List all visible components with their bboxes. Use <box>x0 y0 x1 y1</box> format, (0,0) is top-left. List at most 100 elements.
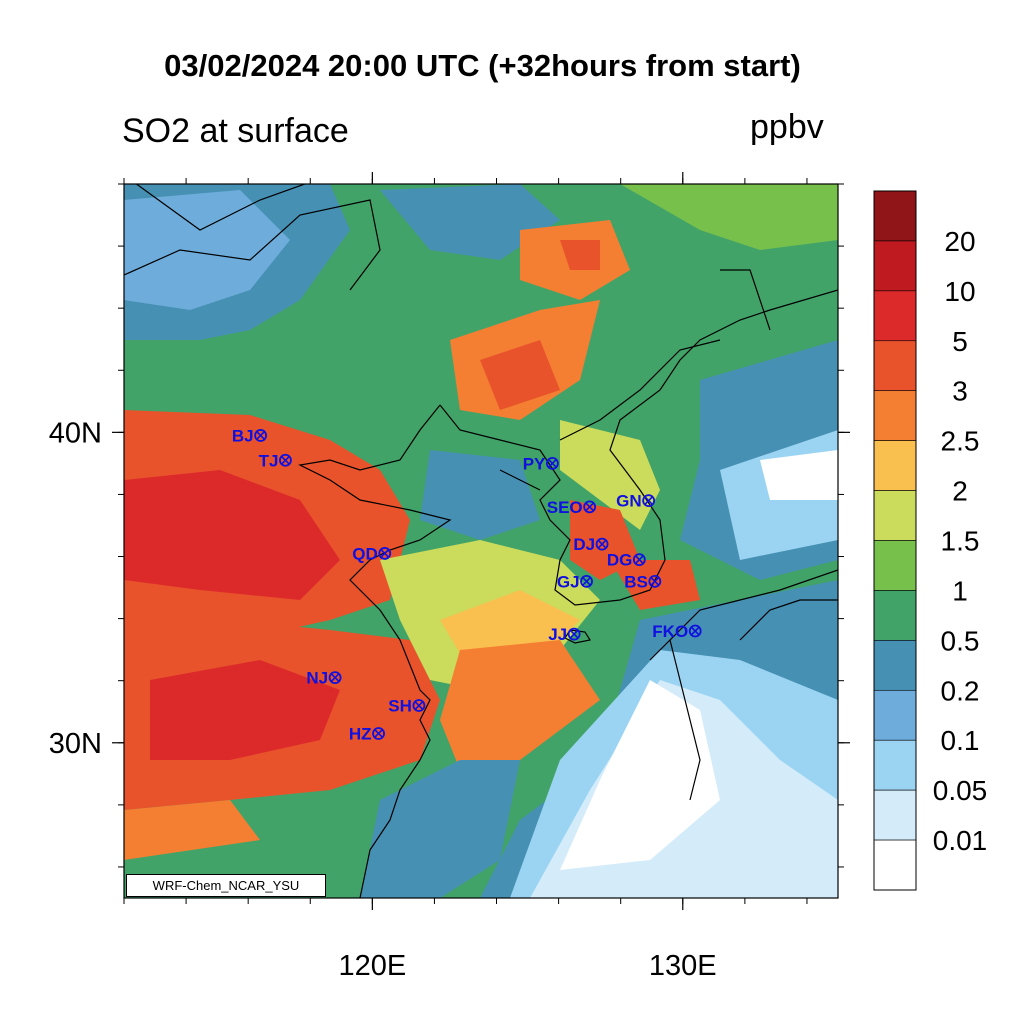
city-marker-tj: TJ <box>259 451 292 470</box>
city-markers: BJ TJ QD NJ SH HZ PY SEO GN DJ DG GJ BS JJ FKO <box>232 426 702 743</box>
coast-japan-west <box>669 639 701 801</box>
colorbar-label: 2 <box>952 476 968 507</box>
colorbar-segment <box>873 240 917 292</box>
model-credit: WRF-Chem_NCAR_YSU <box>126 874 326 897</box>
city-marker-sh: SH <box>388 697 426 716</box>
city-marker-seo: SEO <box>547 498 597 517</box>
colorbar-segment <box>873 789 917 841</box>
axis-labels: 120E 130E 40N 30N <box>49 417 717 982</box>
colorbar-label: 1.5 <box>941 526 980 557</box>
coast-china <box>298 404 452 898</box>
coast-japan-kyushu <box>649 569 838 661</box>
border-nk-china <box>559 339 721 441</box>
concentration-field: BJ TJ QD NJ SH HZ PY SEO GN DJ DG GJ BS JJ FKO <box>124 184 838 898</box>
city-label: DG <box>607 551 633 570</box>
city-label: BJ <box>232 426 254 445</box>
city-marker-py: PY <box>523 454 559 473</box>
field-south-orange <box>124 800 260 860</box>
city-marker-dg: DG <box>607 551 646 570</box>
city-label: NJ <box>306 669 328 688</box>
colorbar-label: 0.5 <box>941 625 980 656</box>
city-marker-bs: BS <box>624 572 662 591</box>
field-ecs-blue <box>360 760 520 898</box>
field-manchuria-red <box>560 240 600 270</box>
city-label: HZ <box>349 724 372 743</box>
city-marker-gj: GJ <box>557 572 593 591</box>
city-label: FKO <box>652 622 688 641</box>
colorbar-label: 20 <box>944 226 975 257</box>
city-marker-hz: HZ <box>349 724 385 743</box>
city-marker-gn: GN <box>616 492 656 511</box>
field-busan-red <box>610 560 700 610</box>
city-marker-qd: QD <box>352 544 392 563</box>
colorbar-segment <box>873 440 917 491</box>
city-marker-jj: JJ <box>548 625 581 644</box>
colorbar-segment <box>873 290 917 342</box>
border-mongolia <box>124 199 381 291</box>
coast-nk-west <box>499 469 541 491</box>
city-label: SEO <box>547 498 583 517</box>
coast-korea <box>439 289 838 606</box>
axis-ticks <box>112 172 850 910</box>
city-marker-fko: FKO <box>652 622 702 641</box>
colorbar-label: 0.01 <box>933 825 988 856</box>
city-label: JJ <box>548 625 567 644</box>
x-axis-label: 130E <box>649 950 717 982</box>
colorbar-label: 5 <box>952 326 968 357</box>
field-eastsea-white <box>760 450 838 500</box>
colorbar-segment <box>873 590 917 641</box>
colorbar-label: 10 <box>944 276 975 307</box>
colorbar-segment <box>873 739 917 791</box>
field-nk-red <box>480 340 560 410</box>
colorbar-label: 0.1 <box>941 725 980 756</box>
border-north <box>135 184 307 231</box>
colorbar-segment <box>873 839 917 891</box>
colorbar-segment <box>873 190 917 242</box>
colorbar-label: 2.5 <box>941 426 980 457</box>
colorbar-segment <box>873 640 917 691</box>
variable-label: SO2 at surface <box>122 112 349 150</box>
city-label: GJ <box>557 572 580 591</box>
units-label: ppbv <box>750 108 824 146</box>
colorbar-segment <box>873 689 917 741</box>
y-axis-label: 40N <box>49 417 102 449</box>
city-label: DJ <box>573 535 595 554</box>
coast-jeju <box>564 629 591 644</box>
coastlines <box>124 184 838 898</box>
field-yangtze-red <box>150 660 340 760</box>
city-marker-bj: BJ <box>232 426 267 445</box>
field-north-blue-2 <box>380 184 560 260</box>
colorbar-segment <box>873 490 917 541</box>
colorbar-segment <box>873 540 917 591</box>
city-label: GN <box>616 492 642 511</box>
colorbar-segment <box>873 390 917 441</box>
city-label: SH <box>388 697 412 716</box>
y-axis-label: 30N <box>49 728 102 760</box>
coast-japan-shikoku <box>739 599 838 641</box>
city-label: BS <box>624 572 648 591</box>
field-ncp-red <box>124 470 340 600</box>
city-label: QD <box>352 544 378 563</box>
field-pacific-white <box>560 680 720 870</box>
city-label: TJ <box>259 451 279 470</box>
field-yellowsea-blue <box>420 450 540 540</box>
field-north-lightblue <box>124 190 290 310</box>
colorbar-label: 0.2 <box>941 675 980 706</box>
border-russia <box>720 269 771 331</box>
colorbar-segment <box>873 340 917 392</box>
field-korea-yellow <box>560 420 660 530</box>
colorbar: 20 10 5 3 2.5 2 1.5 1 0.5 0.2 0.1 0.05 0.01 <box>873 190 988 891</box>
colorbar-frame <box>873 190 917 891</box>
x-axis-label: 120E <box>338 950 406 982</box>
colorbar-label: 3 <box>952 376 968 407</box>
field-ne-green <box>620 184 838 250</box>
field-plume-orange <box>440 640 600 770</box>
colorbar-label: 1 <box>952 575 968 606</box>
city-marker-nj: NJ <box>306 669 342 688</box>
plot-frame <box>123 183 839 899</box>
city-marker-dj: DJ <box>573 535 609 554</box>
city-label: PY <box>523 454 546 473</box>
colorbar-label: 0.05 <box>933 775 988 806</box>
map-title: 03/02/2024 20:00 UTC (+32hours from star… <box>164 48 801 83</box>
